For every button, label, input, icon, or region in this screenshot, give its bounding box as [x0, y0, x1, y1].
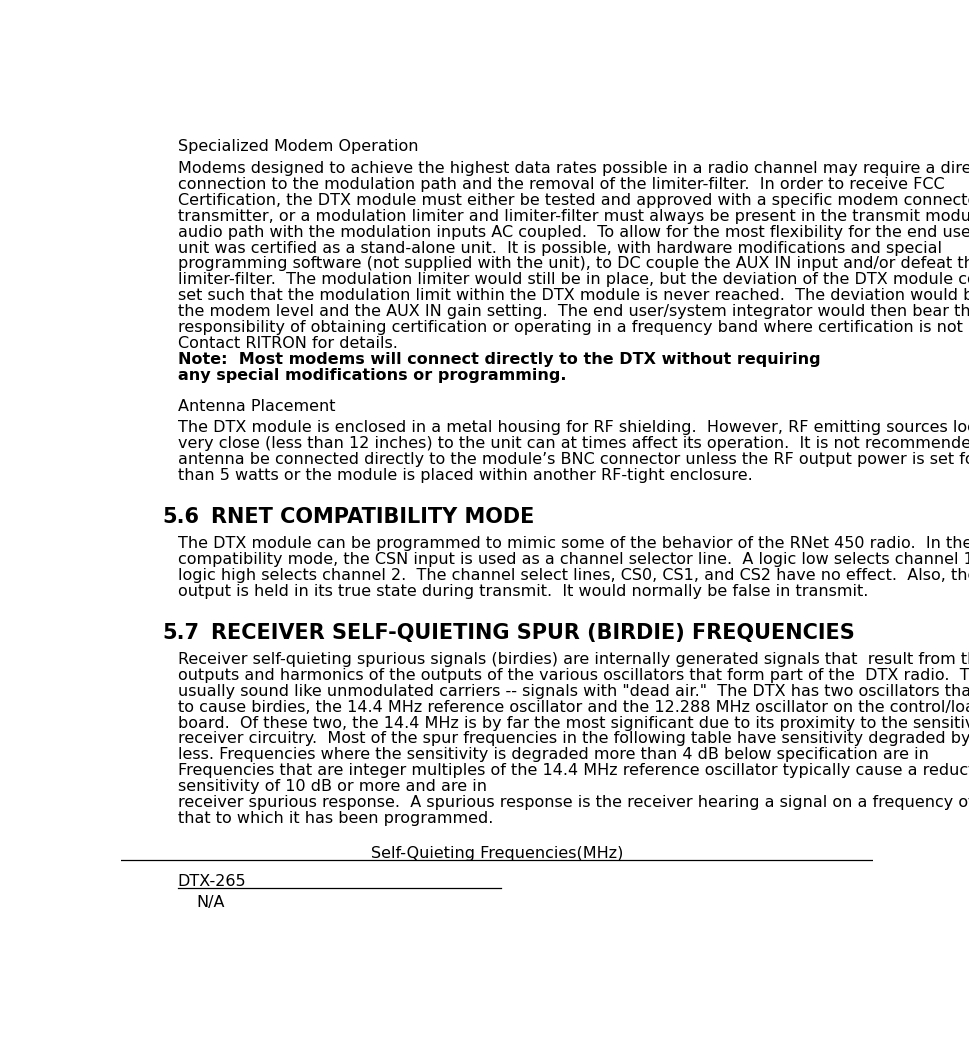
Text: The DTX module is enclosed in a metal housing for RF shielding.  However, RF emi: The DTX module is enclosed in a metal ho…: [177, 420, 969, 435]
Text: very close (less than 12 inches) to the unit can at times affect its operation. : very close (less than 12 inches) to the …: [177, 436, 969, 451]
Text: logic high selects channel 2.  The channel select lines, CS0, CS1, and CS2 have : logic high selects channel 2. The channe…: [177, 568, 969, 583]
Text: audio path with the modulation inputs AC coupled.  To allow for the most flexibi: audio path with the modulation inputs AC…: [177, 224, 969, 240]
Text: usually sound like unmodulated carriers -- signals with "dead air."  The DTX has: usually sound like unmodulated carriers …: [177, 683, 969, 699]
Text: connection to the modulation path and the removal of the limiter-filter.  In ord: connection to the modulation path and th…: [177, 177, 943, 193]
Text: the modem level and the AUX IN gain setting.  The end user/system integrator wou: the modem level and the AUX IN gain sett…: [177, 304, 969, 320]
Text: DTX-265: DTX-265: [177, 875, 246, 890]
Text: compatibility mode, the CSN input is used as a channel selector line.  A logic l: compatibility mode, the CSN input is use…: [177, 552, 969, 567]
Text: N/A: N/A: [196, 895, 225, 910]
Text: Self-Quieting Frequencies(MHz): Self-Quieting Frequencies(MHz): [370, 845, 623, 861]
Text: Note:  Most modems will connect directly to the DTX without requiring: Note: Most modems will connect directly …: [177, 352, 820, 367]
Text: RECEIVER SELF-QUIETING SPUR (BIRDIE) FREQUENCIES: RECEIVER SELF-QUIETING SPUR (BIRDIE) FRE…: [211, 623, 855, 643]
Text: 5.7: 5.7: [163, 623, 200, 643]
Text: limiter-filter.  The modulation limiter would still be in place, but the deviati: limiter-filter. The modulation limiter w…: [177, 272, 969, 288]
Text: Frequencies that are integer multiples of the 14.4 MHz reference oscillator typi: Frequencies that are integer multiples o…: [177, 763, 969, 779]
Text: Specialized Modem Operation: Specialized Modem Operation: [177, 140, 418, 154]
Text: Contact RITRON for details.: Contact RITRON for details.: [177, 336, 397, 351]
Text: that to which it has been programmed.: that to which it has been programmed.: [177, 810, 492, 826]
Text: output is held in its true state during transmit.  It would normally be false in: output is held in its true state during …: [177, 584, 867, 599]
Text: responsibility of obtaining certification or operating in a frequency band where: responsibility of obtaining certificatio…: [177, 320, 969, 335]
Text: transmitter, or a modulation limiter and limiter-filter must always be present i: transmitter, or a modulation limiter and…: [177, 208, 969, 224]
Text: Modems designed to achieve the highest data rates possible in a radio channel ma: Modems designed to achieve the highest d…: [177, 161, 969, 177]
Text: antenna be connected directly to the module’s BNC connector unless the RF output: antenna be connected directly to the mod…: [177, 452, 969, 467]
Text: unit was certified as a stand-alone unit.  It is possible, with hardware modific: unit was certified as a stand-alone unit…: [177, 240, 941, 256]
Text: less. Frequencies where the sensitivity is degraded more than 4 dB below specifi: less. Frequencies where the sensitivity …: [177, 747, 933, 763]
Text: receiver circuitry.  Most of the spur frequencies in the following table have se: receiver circuitry. Most of the spur fre…: [177, 731, 969, 747]
Text: RNET COMPATIBILITY MODE: RNET COMPATIBILITY MODE: [211, 508, 534, 528]
Text: any special modifications or programming.: any special modifications or programming…: [177, 368, 566, 383]
Text: 5.6: 5.6: [163, 508, 200, 528]
Text: Antenna Placement: Antenna Placement: [177, 400, 334, 415]
Text: receiver spurious response.  A spurious response is the receiver hearing a signa: receiver spurious response. A spurious r…: [177, 795, 969, 810]
Text: outputs and harmonics of the outputs of the various oscillators that form part o: outputs and harmonics of the outputs of …: [177, 668, 969, 682]
Text: to cause birdies, the 14.4 MHz reference oscillator and the 12.288 MHz oscillato: to cause birdies, the 14.4 MHz reference…: [177, 699, 969, 715]
Text: Certification, the DTX module must either be tested and approved with a specific: Certification, the DTX module must eithe…: [177, 193, 969, 208]
Text: programming software (not supplied with the unit), to DC couple the AUX IN input: programming software (not supplied with …: [177, 256, 969, 272]
Text: board.  Of these two, the 14.4 MHz is by far the most significant due to its pro: board. Of these two, the 14.4 MHz is by …: [177, 715, 969, 731]
Text: than 5 watts or the module is placed within another RF-tight enclosure.: than 5 watts or the module is placed wit…: [177, 468, 752, 482]
Text: The DTX module can be programmed to mimic some of the behavior of the RNet 450 r: The DTX module can be programmed to mimi…: [177, 536, 969, 551]
Text: set such that the modulation limit within the DTX module is never reached.  The : set such that the modulation limit withi…: [177, 288, 969, 304]
Text: sensitivity of 10 dB or more and are in: sensitivity of 10 dB or more and are in: [177, 779, 491, 795]
Text: Receiver self-quieting spurious signals (birdies) are internally generated signa: Receiver self-quieting spurious signals …: [177, 652, 969, 667]
